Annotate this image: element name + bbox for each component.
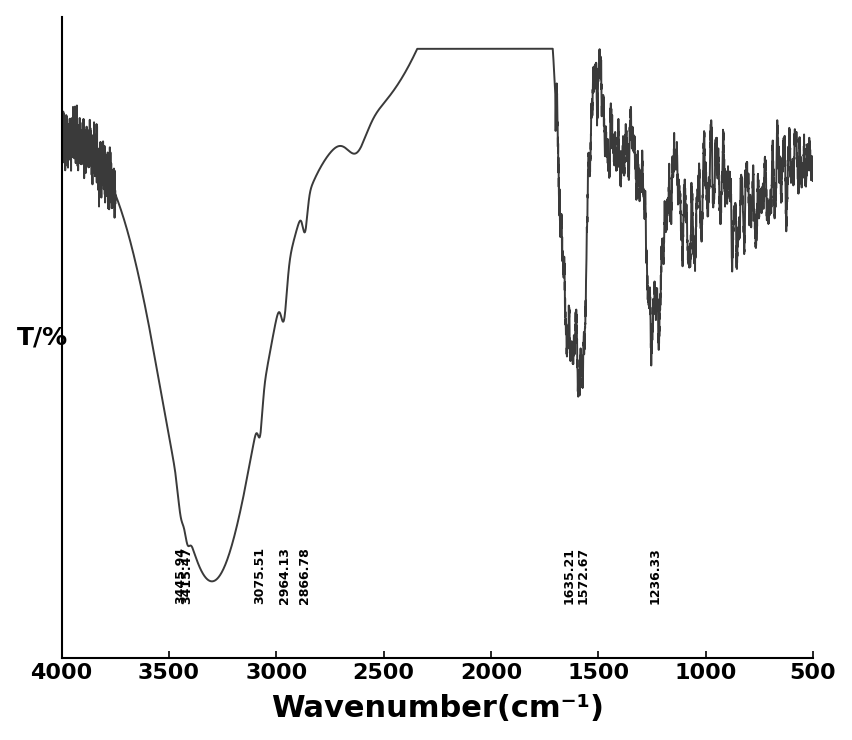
- X-axis label: Wavenumber(cm⁻¹): Wavenumber(cm⁻¹): [271, 694, 603, 723]
- Text: 3415.47: 3415.47: [181, 547, 193, 604]
- Text: 2964.13: 2964.13: [277, 547, 291, 604]
- Text: 1572.67: 1572.67: [576, 547, 589, 604]
- Text: 2866.78: 2866.78: [298, 547, 311, 604]
- Text: 1236.33: 1236.33: [648, 547, 660, 604]
- Y-axis label: T/%: T/%: [17, 326, 67, 349]
- Text: 1635.21: 1635.21: [562, 547, 575, 604]
- Text: 3445.94: 3445.94: [174, 547, 187, 604]
- Text: 3075.51: 3075.51: [253, 547, 267, 604]
